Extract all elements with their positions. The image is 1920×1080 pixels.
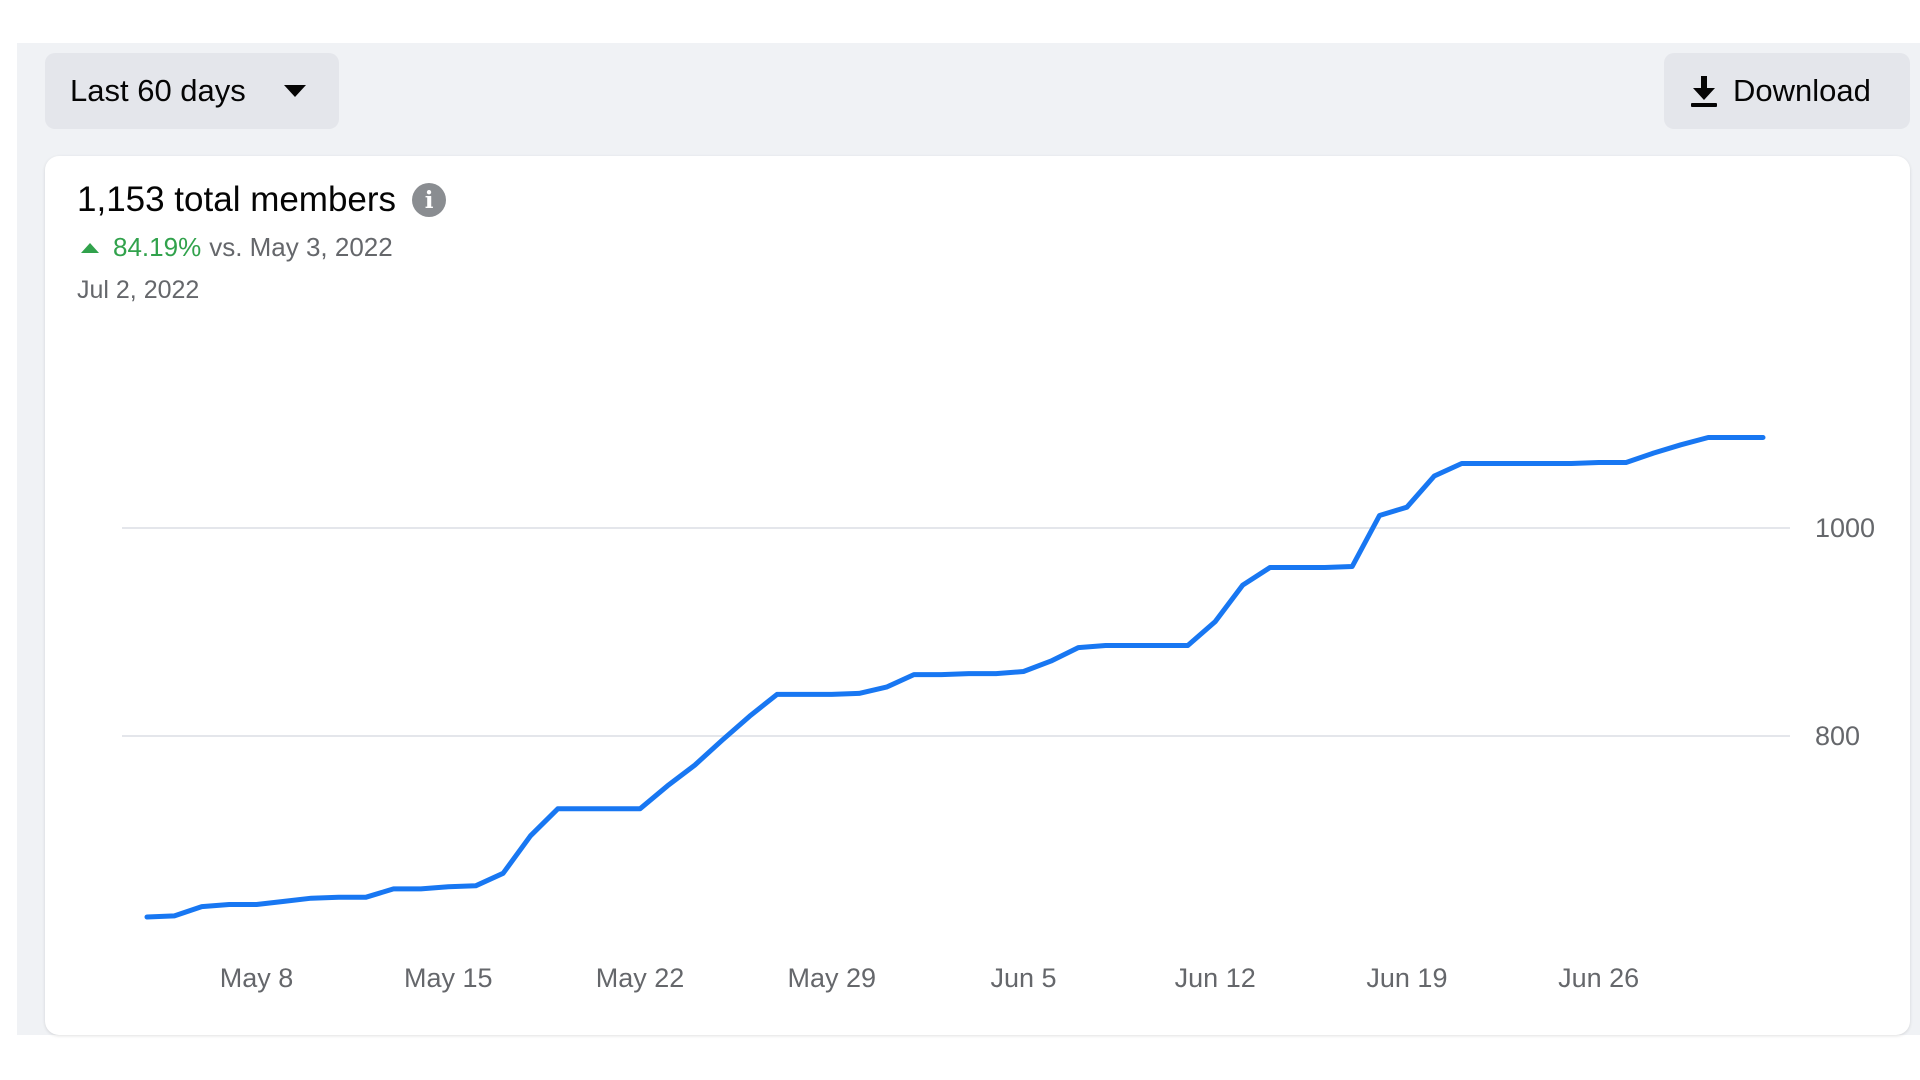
data-point[interactable] <box>415 883 427 895</box>
data-point[interactable] <box>1100 640 1112 652</box>
data-point[interactable] <box>168 910 180 922</box>
data-point[interactable] <box>1565 458 1577 470</box>
members-line-chart: 800 1000 May 8 May 15 May 22 May 29 Jun 5 Jun 1… <box>122 432 1875 993</box>
data-point[interactable] <box>1730 432 1742 444</box>
data-point[interactable] <box>935 669 947 681</box>
members-chart-card: 1,153 total members i 84.19% vs. May 3, … <box>45 156 1910 1035</box>
data-point[interactable] <box>141 911 153 923</box>
x-tick-label: Jun 12 <box>1175 963 1256 993</box>
data-point[interactable] <box>1182 640 1194 652</box>
x-tick-label: May 15 <box>404 963 493 993</box>
data-point[interactable] <box>1346 560 1358 572</box>
x-tick-label: Jun 26 <box>1558 963 1639 993</box>
data-point[interactable] <box>1456 458 1468 470</box>
data-point[interactable] <box>360 891 372 903</box>
info-icon[interactable]: i <box>412 183 447 217</box>
data-point[interactable] <box>1237 579 1249 591</box>
x-tick-label: May 29 <box>787 963 876 993</box>
data-point[interactable] <box>1757 432 1769 444</box>
data-point[interactable] <box>388 883 400 895</box>
data-point[interactable] <box>196 901 208 913</box>
data-point[interactable] <box>1209 616 1221 628</box>
data-point[interactable] <box>1045 655 1057 667</box>
x-tick-label: Jun 5 <box>990 963 1056 993</box>
y-tick-label: 800 <box>1815 721 1860 751</box>
data-point[interactable] <box>990 668 1002 680</box>
data-point[interactable] <box>607 803 619 815</box>
data-point[interactable] <box>497 867 509 879</box>
data-point[interactable] <box>1072 642 1084 654</box>
x-tick-label: May 8 <box>220 963 294 993</box>
data-point[interactable] <box>716 734 728 746</box>
data-point[interactable] <box>251 898 263 910</box>
download-icon <box>1691 76 1717 107</box>
data-point[interactable] <box>442 881 454 893</box>
data-point[interactable] <box>634 803 646 815</box>
data-point[interactable] <box>470 880 482 892</box>
data-point[interactable] <box>744 710 756 722</box>
total-members-text: 1,153 total members <box>77 180 397 219</box>
data-point[interactable] <box>1154 640 1166 652</box>
data-point[interactable] <box>798 688 810 700</box>
data-point[interactable] <box>1620 456 1632 468</box>
data-point[interactable] <box>1538 458 1550 470</box>
data-point[interactable] <box>908 669 920 681</box>
data-point[interactable] <box>771 688 783 700</box>
data-point[interactable] <box>689 759 701 771</box>
data-point[interactable] <box>826 688 838 700</box>
data-point[interactable] <box>1264 562 1276 574</box>
x-tick-label: Jun 19 <box>1366 963 1447 993</box>
download-button[interactable]: Download <box>1664 53 1910 129</box>
data-point[interactable] <box>853 687 865 699</box>
data-point[interactable] <box>524 830 536 842</box>
data-point[interactable] <box>1374 510 1386 522</box>
growth-percent: 84.19% <box>113 232 202 262</box>
current-date: Jul 2, 2022 <box>77 276 200 304</box>
caret-down-icon <box>283 85 306 97</box>
data-point[interactable] <box>1483 458 1495 470</box>
comparison-date: vs. May 3, 2022 <box>209 232 393 262</box>
download-label: Download <box>1733 73 1871 108</box>
data-point[interactable] <box>552 803 564 815</box>
data-point[interactable] <box>1017 666 1029 678</box>
data-point[interactable] <box>1319 562 1331 574</box>
data-point[interactable] <box>1675 439 1687 451</box>
data-point[interactable] <box>963 668 975 680</box>
data-point[interactable] <box>278 895 290 907</box>
data-point[interactable] <box>1510 458 1522 470</box>
y-tick-label: 1000 <box>1815 513 1875 543</box>
data-point[interactable] <box>1702 432 1714 444</box>
x-tick-label: May 22 <box>596 963 685 993</box>
growth-comparison: 84.19% vs. May 3, 2022 <box>81 232 393 263</box>
data-point[interactable] <box>1428 470 1440 482</box>
data-point[interactable] <box>1127 640 1139 652</box>
data-point[interactable] <box>305 892 317 904</box>
data-point[interactable] <box>579 803 591 815</box>
data-point[interactable] <box>661 780 673 792</box>
date-range-dropdown[interactable]: Last 60 days <box>45 53 339 129</box>
date-range-label: Last 60 days <box>70 73 246 108</box>
data-point[interactable] <box>1401 501 1413 513</box>
data-point[interactable] <box>881 681 893 693</box>
data-point[interactable] <box>333 891 345 903</box>
data-point[interactable] <box>223 898 235 910</box>
up-arrow-icon <box>81 242 99 253</box>
members-series-line[interactable] <box>144 435 1766 920</box>
data-point[interactable] <box>1647 447 1659 459</box>
data-point[interactable] <box>1291 562 1303 574</box>
total-members-heading: 1,153 total members i <box>77 180 447 220</box>
data-point[interactable] <box>1593 456 1605 468</box>
